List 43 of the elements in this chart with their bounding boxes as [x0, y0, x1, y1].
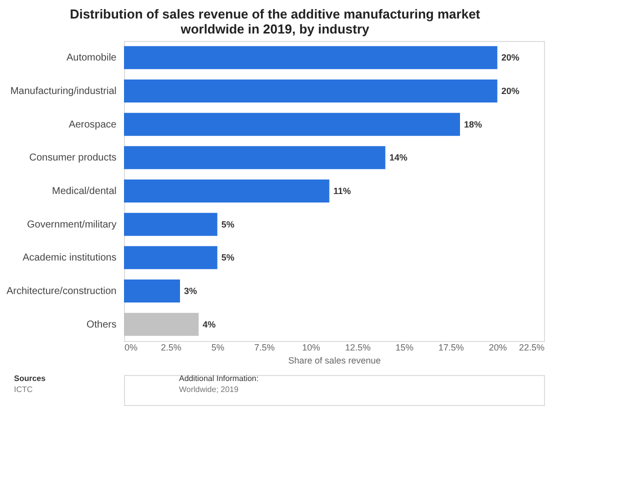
- data-label: 4%: [202, 319, 216, 330]
- x-tick-label: 2.5%: [160, 342, 182, 352]
- data-label: 5%: [221, 219, 234, 230]
- bar: [124, 246, 218, 270]
- x-tick-label: 17.5%: [438, 342, 464, 352]
- y-tick-label: Aerospace: [68, 119, 117, 130]
- bar: [124, 312, 199, 336]
- bar: [124, 280, 180, 302]
- bar: [124, 180, 330, 202]
- data-label: 11%: [333, 186, 351, 196]
- bar: [124, 112, 460, 136]
- bar: [124, 80, 498, 102]
- x-tick-label: 0%: [124, 342, 138, 352]
- text: ICTC: [14, 385, 33, 394]
- y-tick-label: Manufacturing/industrial: [10, 86, 116, 97]
- data-label: 18%: [464, 119, 482, 130]
- y-tick-label: Automobile: [66, 52, 117, 64]
- y-tick-label: Government/military: [27, 219, 116, 230]
- x-tick-label: 20%: [488, 342, 507, 352]
- text: Additional Information:: [179, 374, 259, 383]
- y-tick-label: Consumer products: [29, 152, 116, 164]
- text: Sources: [14, 374, 46, 383]
- x-tick-label: 15%: [395, 342, 414, 352]
- bar: [124, 46, 498, 70]
- data-label: 3%: [184, 286, 198, 296]
- text: Worldwide; 2019: [179, 385, 239, 394]
- x-tick-label: 22.5%: [518, 342, 544, 352]
- x-tick-label: 7.5%: [254, 342, 275, 352]
- data-label: 5%: [221, 252, 234, 263]
- data-label: 14%: [389, 152, 408, 163]
- chart-title: Distribution of sales revenue of the additive manufacturing market worldwide in 2019, by industry: [70, 6, 481, 36]
- y-tick-label: Others: [86, 319, 116, 330]
- x-tick-label: 12.5%: [345, 342, 371, 352]
- bar: [124, 212, 218, 236]
- y-tick-label: Academic institutions: [22, 252, 116, 264]
- x-axis-title: Share of sales revenue: [288, 356, 381, 366]
- x-tick-label: 5%: [211, 342, 224, 352]
- x-tick-label: 10%: [302, 342, 320, 352]
- data-label: 20%: [501, 52, 520, 63]
- y-tick-label: Medical/dental: [52, 186, 116, 197]
- y-tick-label: Architecture/construction: [6, 286, 116, 297]
- data-label: 20%: [501, 86, 520, 96]
- bar: [124, 146, 386, 170]
